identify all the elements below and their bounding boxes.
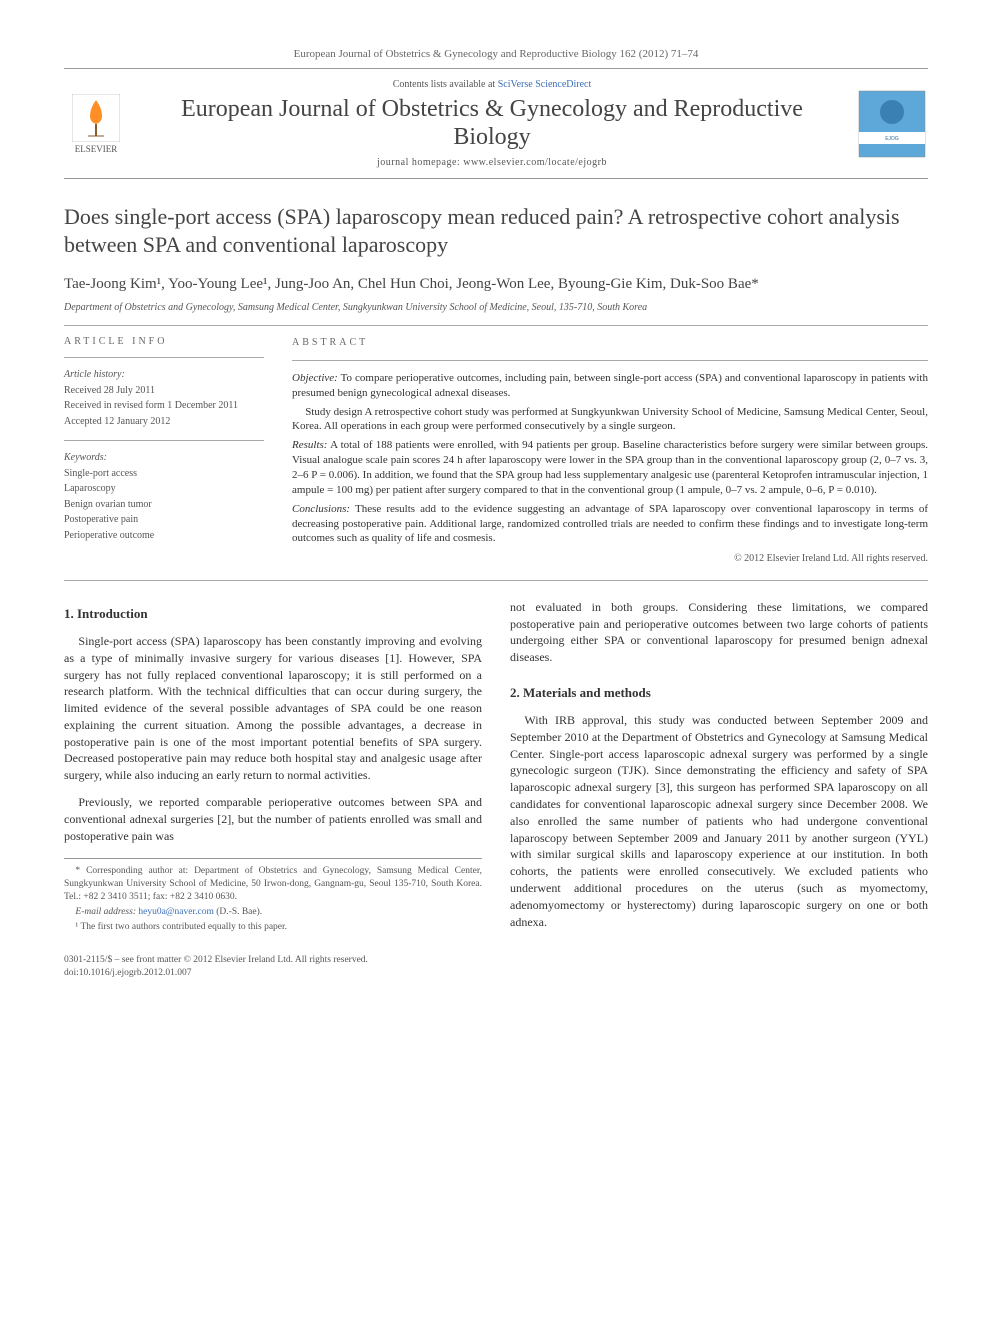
author-list: Tae-Joong Kim¹, Yoo-Young Lee¹, Jung-Joo… <box>64 274 928 294</box>
keywords-block: Keywords: Single-port access Laparoscopy… <box>64 451 264 542</box>
publisher-name: ELSEVIER <box>75 144 118 154</box>
section-heading-methods: 2. Materials and methods <box>510 684 928 702</box>
footnotes-block: * Corresponding author at: Department of… <box>64 858 482 933</box>
divider <box>292 360 928 361</box>
abstract-design: Study design A retrospective cohort stud… <box>292 405 928 435</box>
keyword: Perioperative outcome <box>64 529 264 543</box>
divider <box>64 357 264 358</box>
conclusions-text: These results add to the evidence sugges… <box>292 503 928 545</box>
left-column: 1. Introduction Single-port access (SPA)… <box>64 599 482 941</box>
keyword: Postoperative pain <box>64 513 264 527</box>
keyword: Laparoscopy <box>64 482 264 496</box>
elsevier-tree-icon <box>72 94 120 142</box>
article-info-column: ARTICLE INFO Article history: Received 2… <box>64 336 264 565</box>
article-info-heading: ARTICLE INFO <box>64 336 264 347</box>
objective-text: To compare perioperative outcomes, inclu… <box>292 372 928 399</box>
doi-line: doi:10.1016/j.ejogrb.2012.01.007 <box>64 968 191 978</box>
divider <box>64 325 928 326</box>
accepted-date: Accepted 12 January 2012 <box>64 415 264 429</box>
methods-paragraph-1: With IRB approval, this study was conduc… <box>510 712 928 930</box>
journal-name: European Journal of Obstetrics & Gynecol… <box>144 96 840 151</box>
abstract-results: Results: A total of 188 patients were en… <box>292 438 928 497</box>
homepage-url: www.elsevier.com/locate/ejogrb <box>463 157 607 168</box>
article-history-block: Article history: Received 28 July 2011 R… <box>64 368 264 428</box>
email-label: E-mail address: <box>75 907 136 917</box>
abstract-objective: Objective: To compare perioperative outc… <box>292 371 928 401</box>
intro-paragraph-1: Single-port access (SPA) laparoscopy has… <box>64 633 482 784</box>
svg-text:EJOG: EJOG <box>885 136 899 142</box>
divider <box>64 440 264 441</box>
homepage-label: journal homepage: <box>377 157 463 168</box>
section-heading-introduction: 1. Introduction <box>64 605 482 623</box>
abstract-copyright: © 2012 Elsevier Ireland Ltd. All rights … <box>292 552 928 566</box>
intro-paragraph-2a: Previously, we reported comparable perio… <box>64 794 482 844</box>
contents-prefix: Contents lists available at <box>393 79 498 90</box>
journal-badge-icon: EJOG <box>858 90 926 158</box>
info-abstract-row: ARTICLE INFO Article history: Received 2… <box>64 336 928 565</box>
revised-date: Received in revised form 1 December 2011 <box>64 399 264 413</box>
abstract-column: ABSTRACT Objective: To compare periopera… <box>292 336 928 565</box>
divider <box>64 580 928 581</box>
conclusions-label: Conclusions: <box>292 503 350 515</box>
sciencedirect-link[interactable]: SciVerse ScienceDirect <box>498 79 592 90</box>
abstract-heading: ABSTRACT <box>292 336 928 350</box>
email-suffix: (D.-S. Bae). <box>216 907 262 917</box>
contents-available-line: Contents lists available at SciVerse Sci… <box>144 79 840 90</box>
results-text: A total of 188 patients were enrolled, w… <box>292 439 928 496</box>
corresponding-author-note: * Corresponding author at: Department of… <box>64 865 482 903</box>
journal-header: ELSEVIER Contents lists available at Sci… <box>64 68 928 179</box>
journal-cover-badge: EJOG <box>856 88 928 160</box>
body-two-columns: 1. Introduction Single-port access (SPA)… <box>64 599 928 941</box>
equal-contribution-note: ¹ The first two authors contributed equa… <box>64 921 482 934</box>
results-label: Results: <box>292 439 327 451</box>
front-matter-footer: 0301-2115/$ – see front matter © 2012 El… <box>64 954 928 980</box>
objective-label: Objective: <box>292 372 338 384</box>
keywords-label: Keywords: <box>64 451 264 465</box>
journal-homepage-line: journal homepage: www.elsevier.com/locat… <box>144 157 840 168</box>
article-title: Does single-port access (SPA) laparoscop… <box>64 203 928 258</box>
publisher-logo: ELSEVIER <box>64 92 128 156</box>
keyword: Benign ovarian tumor <box>64 498 264 512</box>
intro-paragraph-2b: not evaluated in both groups. Considerin… <box>510 599 928 666</box>
journal-header-center: Contents lists available at SciVerse Sci… <box>144 79 840 168</box>
affiliation: Department of Obstetrics and Gynecology,… <box>64 302 928 313</box>
received-date: Received 28 July 2011 <box>64 384 264 398</box>
front-matter-line1: 0301-2115/$ – see front matter © 2012 El… <box>64 955 368 965</box>
email-link[interactable]: heyu0a@naver.com <box>138 907 214 917</box>
keyword: Single-port access <box>64 467 264 481</box>
abstract-conclusions: Conclusions: These results add to the ev… <box>292 502 928 547</box>
history-label: Article history: <box>64 368 264 382</box>
email-line: E-mail address: heyu0a@naver.com (D.-S. … <box>64 906 482 919</box>
page-header-citation: European Journal of Obstetrics & Gynecol… <box>64 48 928 60</box>
right-column: not evaluated in both groups. Considerin… <box>510 599 928 941</box>
